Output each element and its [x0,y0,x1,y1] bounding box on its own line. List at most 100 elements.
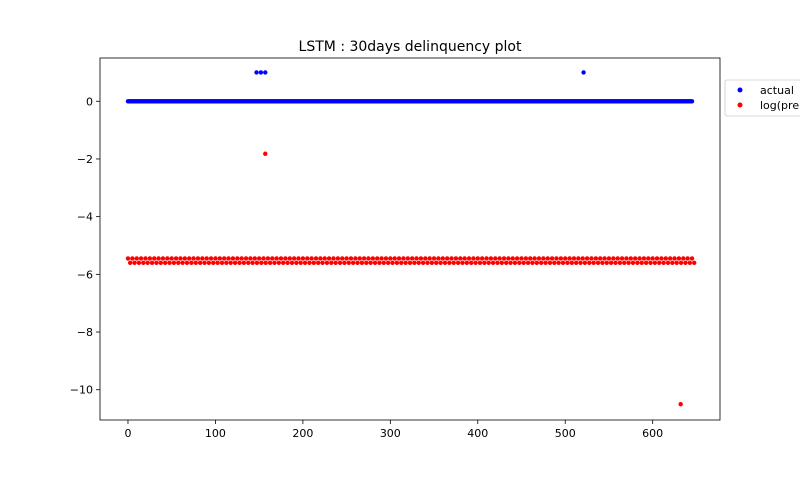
x-tick-label: 200 [292,427,313,440]
data-point-pred [281,260,286,265]
data-point-pred [444,256,450,261]
data-point-pred [473,260,478,265]
data-point-pred [298,260,303,265]
data-point-pred [512,260,518,265]
data-point-pred [300,256,306,261]
data-point-pred [211,260,216,265]
data-point-pred [425,260,430,265]
data-point-pred [237,260,242,265]
data-point-pred [464,260,470,265]
data-point-pred [353,256,358,261]
data-point-pred [569,260,574,265]
data-point-pred [348,256,354,261]
data-point-pred [637,256,642,261]
data-point-pred [689,256,695,261]
data-point-pred [381,260,386,265]
data-point-pred [355,260,360,265]
data-point-pred [169,256,174,261]
data-point-pred [243,256,249,261]
data-point-pred [641,256,647,261]
data-point-pred [289,260,295,265]
data-point-pred [692,260,697,265]
data-point-pred [525,260,531,265]
legend-label-actual: actual [760,84,794,97]
data-point-pred [287,256,292,261]
data-point-pred [632,256,638,261]
data-point-pred [552,260,557,265]
data-point-pred [173,256,179,261]
data-point-pred [145,260,150,265]
data-point-pred [440,256,445,261]
data-point-pred [294,260,299,265]
data-point-pred [230,256,236,261]
data-point-pred [337,260,343,265]
data-point-pred [420,260,426,265]
data-point-pred [239,256,244,261]
data-point-pred [479,256,485,261]
data-point-actual [689,99,695,104]
data-point-pred [195,256,201,261]
data-point-pred [652,260,658,265]
x-tick-label: 500 [555,427,576,440]
y-tick-label: −6 [77,268,93,281]
data-point-pred [436,256,441,261]
data-point-pred [357,256,362,261]
data-point-pred [547,260,553,265]
data-point-pred [665,260,671,265]
data-point-pred [405,256,411,261]
y-axis-ticks: 0 −2 −4 −6 −8 −10 [70,95,100,397]
data-point-pred [359,260,365,265]
data-point-pred [573,260,579,265]
data-point-pred [674,260,679,265]
data-point-pred [554,256,559,261]
data-point-pred [141,260,146,265]
data-point-actual [254,70,259,75]
data-point-pred [350,260,356,265]
data-point-pred [536,256,542,261]
data-point-pred [598,256,603,261]
data-point-pred [313,256,319,261]
data-point-pred [270,256,275,261]
data-point-pred [556,260,561,265]
data-point-pred [261,256,266,261]
data-point-pred [670,260,675,265]
data-point-pred [154,260,159,265]
data-point-pred [630,260,636,265]
data-point-pred [528,256,533,261]
data-point-pred [606,256,612,261]
data-point-pred [204,256,209,261]
data-point-pred [272,260,277,265]
data-point-pred [130,256,135,261]
data-point-pred [333,260,338,265]
data-point-pred [615,256,620,261]
data-point-pred [429,260,435,265]
data-point-pred [650,256,655,261]
data-point-pred [418,256,424,261]
data-point-pred [278,256,284,261]
data-point-pred [291,256,297,261]
data-point-pred [486,260,491,265]
data-point-pred [508,260,513,265]
data-point-pred [396,256,402,261]
data-points [125,70,697,407]
data-point-pred [178,256,183,261]
legend-marker-pred [737,102,743,108]
data-point-pred [342,260,347,265]
x-tick-label: 400 [467,427,488,440]
data-point-pred [469,260,474,265]
data-point-pred [521,260,526,265]
data-point-pred [663,256,668,261]
data-point-pred [392,256,397,261]
data-point-pred [639,260,644,265]
data-point-pred [617,260,623,265]
data-point-pred [495,260,500,265]
data-point-pred [372,260,378,265]
data-point-pred [523,256,529,261]
data-point-pred [497,256,502,261]
data-point-pred [200,256,205,261]
data-point-pred [180,260,185,265]
data-point-pred [370,256,376,261]
x-tick-label: 0 [124,427,131,440]
data-point-pred [635,260,640,265]
